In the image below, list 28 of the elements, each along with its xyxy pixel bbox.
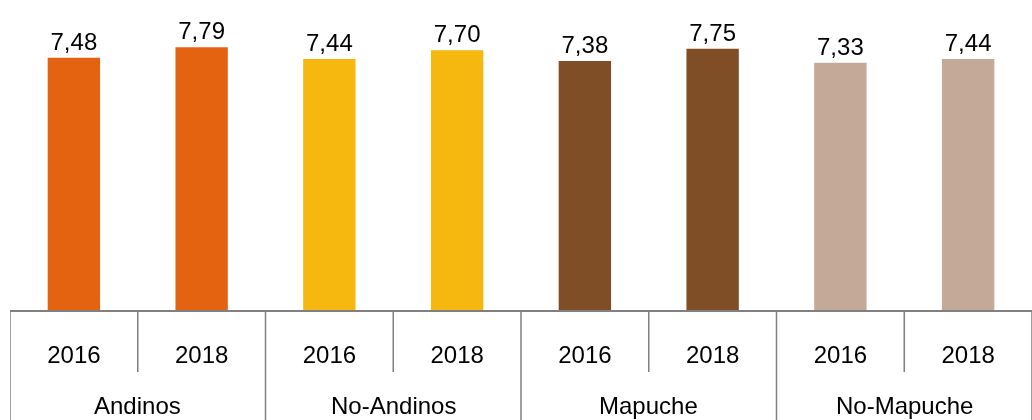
x-tick-label: 2018 <box>685 340 740 368</box>
x-tick-label: 2018 <box>430 340 484 368</box>
bar <box>47 57 101 310</box>
data-label: 7,33 <box>817 32 864 60</box>
data-label: 7,48 <box>50 27 98 55</box>
x-tick-label: 2016 <box>302 340 357 368</box>
bar <box>941 59 995 310</box>
bar <box>814 62 867 310</box>
bar <box>686 48 739 310</box>
x-tick-label: 2016 <box>47 340 101 368</box>
bar <box>558 61 612 310</box>
data-label: 7,70 <box>433 20 481 48</box>
bar <box>430 50 484 310</box>
x-tick-label: 2016 <box>558 340 612 368</box>
text: No-Andinos <box>331 392 457 419</box>
data-label: 7,79 <box>178 17 225 45</box>
bar <box>303 59 356 310</box>
data-label: 7,44 <box>306 29 353 57</box>
text: Mapuche <box>599 392 698 419</box>
data-label: 7,38 <box>561 31 609 59</box>
data-label: 7,75 <box>689 18 736 46</box>
text: Andinos <box>94 392 181 419</box>
x-tick-label: 2018 <box>941 340 995 368</box>
text: No-Mapuche <box>836 392 974 419</box>
data-label: 7,44 <box>944 29 992 57</box>
x-tick-label: 2016 <box>813 340 868 368</box>
x-tick-label: 2018 <box>174 340 229 368</box>
bar <box>175 47 228 310</box>
